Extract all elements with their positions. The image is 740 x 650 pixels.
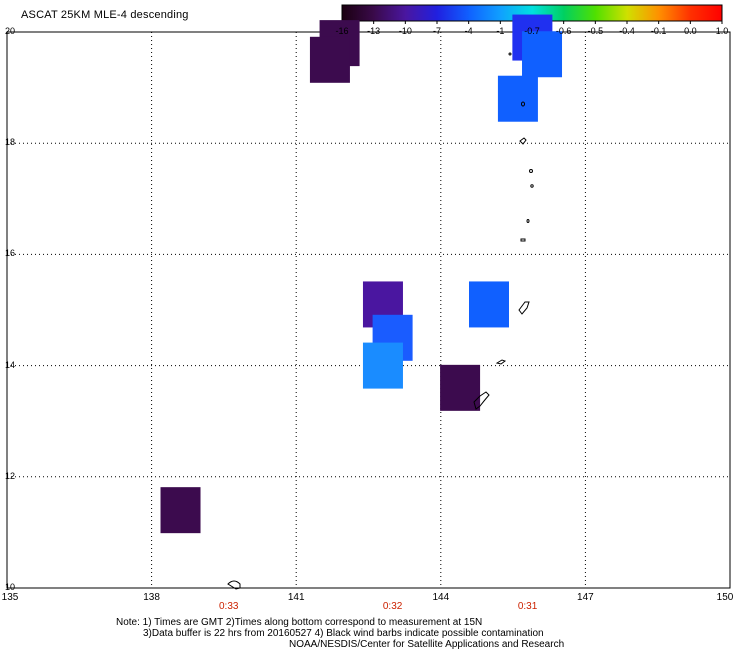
colorbar-segment [405,5,438,21]
colorbar-label: -0.7 [524,26,540,36]
colorbar-segment [468,5,501,21]
latitude-label: 10 [5,582,16,592]
colorbar-label: -13 [367,26,381,36]
island-outline [495,359,507,365]
colorbar-label: -0.5 [587,26,604,36]
time-label: 0:33 [218,601,239,612]
wind-cell [160,487,201,534]
map-frame [6,31,731,589]
colorbar-label: -10 [398,26,412,36]
colorbar-label: -0.1 [650,26,667,36]
island-outline [473,391,490,410]
latitude-label: 16 [5,248,16,259]
wind-cell [362,342,403,389]
colorbar-segment [563,5,596,21]
longitude-label: 141 [287,592,305,603]
colorbar-segment [437,5,470,21]
longitude-label: 144 [432,592,450,603]
island-outline [529,169,533,173]
colorbar-label: -0.4 [619,26,635,36]
longitude-label: 147 [577,592,594,603]
wind-cell [309,36,350,83]
note-line-1: Note: 1) Times are GMT 2)Times along bot… [116,617,483,628]
colorbar-segment [690,5,723,21]
colorbar-label: -1 [496,26,505,36]
colorbar-label: -0.6 [555,26,572,36]
colorbar-segment [627,5,660,21]
island-outline [520,238,526,242]
latitude-label: 14 [5,359,16,370]
lat-lon-grid [6,31,731,589]
island-outlines [227,52,534,590]
wind-cell [497,75,538,122]
colorbar-label: -16 [335,26,349,36]
note-line-3: NOAA/NESDIS/Center for Satellite Applica… [289,639,565,650]
latitude-label: 18 [5,137,16,148]
time-label: 0:31 [517,601,538,612]
island-outline [227,580,241,590]
wind-cell [469,281,509,328]
island-outline [526,219,530,223]
longitude-label: 138 [143,592,160,603]
wind-cell [440,364,481,411]
map-title: ASCAT 25KM MLE-4 descending [21,9,189,21]
island-outline [518,301,530,315]
colorbar-label: 1.0 [715,26,729,36]
island-outline [530,184,534,188]
time-label: 0:32 [382,601,403,612]
longitude-label: 150 [716,592,734,603]
latitude-label: 20 [5,26,16,36]
colorbar-segment [658,5,691,21]
note-line-2: 3)Data buffer is 22 hrs from 20160527 4)… [143,628,544,639]
longitude-label: 135 [1,592,19,603]
latitude-label: 12 [5,470,16,481]
colorbar-label: -7 [432,26,442,36]
colorbar-label: 0.0 [684,26,697,36]
colorbar-label: -4 [464,26,473,36]
colorbar-segment [595,5,628,21]
wind-cell [522,31,563,78]
colorbar-segment [342,5,375,21]
island-outline [508,52,512,56]
colorbar-segment [373,5,406,21]
wind-cells [160,14,563,534]
island-outline [519,137,527,145]
island-outline [521,101,525,107]
